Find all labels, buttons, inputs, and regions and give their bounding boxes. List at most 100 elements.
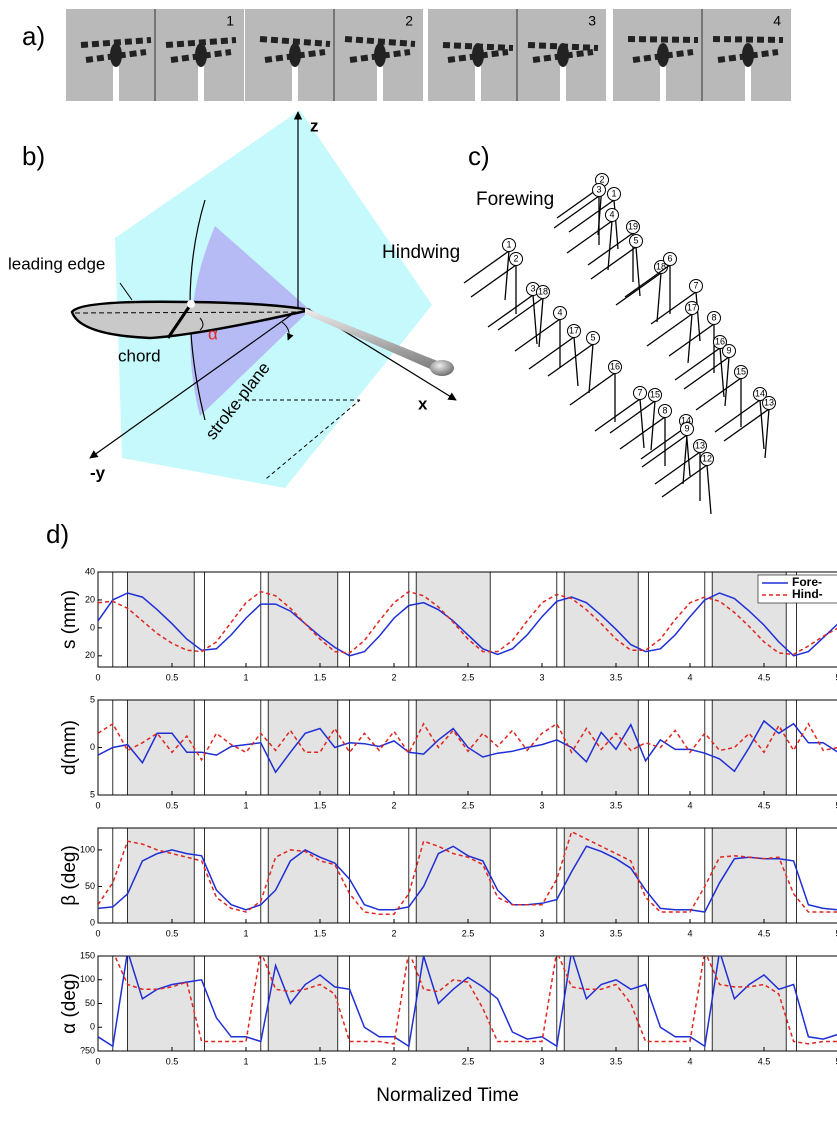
x-tick-label: 2 xyxy=(391,1056,396,1066)
y-tick-label: 0 xyxy=(90,742,95,752)
x-tick-label: 1.5 xyxy=(314,928,327,938)
phase-shade xyxy=(712,956,786,1051)
x-tick-label: 3 xyxy=(539,800,544,810)
y-axis-label: s (mm) xyxy=(59,590,80,649)
frame-number: 2 xyxy=(405,13,413,29)
mount xyxy=(113,62,119,101)
figure: a) 1234 b) leading edge chord α stroke p… xyxy=(0,0,837,1121)
x-tick-label: 4 xyxy=(687,1056,692,1066)
wing-diagram xyxy=(72,110,456,488)
wing-chord xyxy=(669,324,714,356)
x-tick-label: 1.5 xyxy=(314,672,327,682)
wing-chord xyxy=(595,399,640,431)
phase-shade xyxy=(128,828,195,923)
insect-body xyxy=(742,43,754,67)
marker-label: 13 xyxy=(695,440,705,450)
marker-label: 3 xyxy=(596,184,601,194)
wing-chord xyxy=(488,295,533,327)
phase-shade xyxy=(268,956,338,1051)
wing-span xyxy=(725,357,729,406)
y-axis-label: d(mm) xyxy=(59,720,80,775)
x-tick-label: 0.5 xyxy=(166,1056,179,1066)
panel-label: b) xyxy=(22,141,45,171)
y-tick-label: 50 xyxy=(85,998,95,1008)
x-tick-label: 4.5 xyxy=(758,672,771,682)
x-tick-label: 2 xyxy=(391,928,396,938)
wing-chord xyxy=(715,400,760,432)
phase-shade xyxy=(564,572,638,667)
phase-shade xyxy=(128,956,195,1051)
phase-shade xyxy=(128,572,195,667)
x-tick-label: 3 xyxy=(539,672,544,682)
y-tick-label: 40 xyxy=(85,566,95,576)
photo-strip: 1 2 3 4 xyxy=(66,9,791,101)
frame-number: 4 xyxy=(773,13,781,29)
x-axis-label: Normalized Time xyxy=(376,1085,519,1106)
phase-shade xyxy=(564,828,638,923)
x-tick-label: 3.5 xyxy=(610,928,623,938)
label: -y xyxy=(90,463,106,482)
phase-shade xyxy=(268,700,338,795)
marker-label: 1 xyxy=(506,239,511,249)
wing-chord xyxy=(498,298,543,330)
marker-label: 3 xyxy=(530,283,535,293)
y-tick-label: 100 xyxy=(80,974,95,984)
x-tick-label: 2.5 xyxy=(462,800,475,810)
insect-body xyxy=(374,43,386,67)
wing-span xyxy=(505,251,509,300)
x-tick-label: 3.5 xyxy=(610,800,623,810)
wing-chord xyxy=(464,251,509,283)
wing-chord xyxy=(647,314,692,346)
marker-label: 16 xyxy=(610,361,620,371)
frame-number: 3 xyxy=(588,13,596,29)
wing-span xyxy=(683,435,687,484)
marker-label: 19 xyxy=(628,221,638,231)
x-tick-label: 1.5 xyxy=(314,800,327,810)
x-tick-label: 0 xyxy=(95,800,100,810)
x-tick-label: 0.5 xyxy=(166,800,179,810)
wing-chord xyxy=(696,378,741,410)
y-tick-label: 150 xyxy=(80,950,95,960)
mount xyxy=(377,62,383,101)
panel-label: d) xyxy=(46,519,69,549)
wing-chord xyxy=(567,221,612,253)
label: z xyxy=(310,116,319,135)
marker-label: 7 xyxy=(693,280,698,290)
phase-shade xyxy=(268,828,338,923)
wing-span xyxy=(574,337,578,386)
marker-label: 8 xyxy=(662,405,667,415)
panel-label: c) xyxy=(468,141,490,171)
marker-label: 6 xyxy=(667,253,672,263)
insect-body xyxy=(289,43,301,67)
label: chord xyxy=(118,346,161,365)
insect-body xyxy=(557,43,569,67)
mount xyxy=(475,62,481,101)
marker-label: 4 xyxy=(609,209,614,219)
wing-chord xyxy=(515,319,560,351)
y-tick-label: 0 xyxy=(90,917,95,927)
legend-label: Hind- xyxy=(792,587,823,601)
phase-shade xyxy=(128,700,195,795)
y-tick-label: 0 xyxy=(90,1022,95,1032)
y-axis-label: β (deg) xyxy=(59,845,80,906)
x-tick-label: 1 xyxy=(243,928,248,938)
y-tick-label: 100 xyxy=(80,844,95,854)
x-tick-label: 0 xyxy=(95,928,100,938)
mount xyxy=(292,62,298,101)
y-tick-label: 0 xyxy=(90,622,95,632)
wing-span xyxy=(688,314,692,363)
x-tick-label: 4 xyxy=(687,928,692,938)
mount xyxy=(660,62,666,101)
marker-label: 17 xyxy=(569,325,579,335)
frame-number: 1 xyxy=(226,13,234,29)
x-tick-label: 0.5 xyxy=(166,928,179,938)
phase-shade xyxy=(416,700,490,795)
phase-shade xyxy=(564,956,638,1051)
x-tick-label: 4.5 xyxy=(758,1056,771,1066)
marker-label: 9 xyxy=(726,345,731,355)
wing-span xyxy=(640,399,644,448)
